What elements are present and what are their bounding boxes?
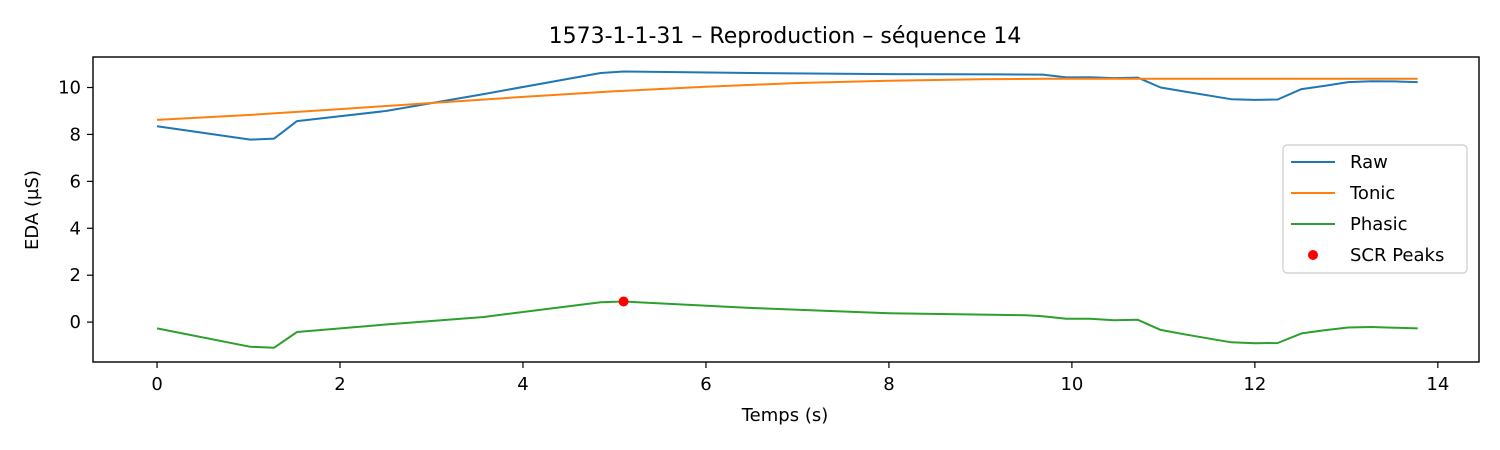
y-tick-label: 6 xyxy=(70,171,81,192)
y-tick-label: 10 xyxy=(58,78,81,99)
x-tick-label: 12 xyxy=(1243,374,1266,395)
y-tick-label: 0 xyxy=(70,312,81,333)
legend-label-tonic: Tonic xyxy=(1349,183,1395,204)
plot-area: 0 2 4 6 8 10 12 14 0 2 4 6 8 10 xyxy=(58,56,1480,395)
legend-box xyxy=(1282,144,1468,274)
scr-peaks-point xyxy=(618,296,629,307)
x-tick-label: 8 xyxy=(883,374,894,395)
x-tick-label: 0 xyxy=(151,374,162,395)
legend-label-scr-peaks: SCR Peaks xyxy=(1350,245,1444,266)
legend-marker-scr-peaks xyxy=(1308,250,1318,260)
tonic-line xyxy=(156,77,1418,121)
chart-title: 1573-1-1-31 – Reproduction – séquence 14 xyxy=(549,24,1022,49)
y-tick-label: 2 xyxy=(70,265,81,286)
axes-frame xyxy=(92,56,1480,363)
phasic-line xyxy=(156,300,1418,349)
x-tick-label: 10 xyxy=(1060,374,1083,395)
raw-line xyxy=(156,70,1418,141)
legend: Raw Tonic Phasic SCR Peaks xyxy=(1282,144,1468,274)
legend-label-raw: Raw xyxy=(1350,152,1388,173)
x-tick-label: 4 xyxy=(517,374,528,395)
y-tick-label: 4 xyxy=(70,218,81,239)
x-tick-label: 6 xyxy=(700,374,711,395)
x-axis-label: Temps (s) xyxy=(741,405,829,426)
y-axis-label: EDA (µS) xyxy=(22,170,43,250)
legend-label-phasic: Phasic xyxy=(1350,214,1408,235)
x-tick-label: 2 xyxy=(334,374,345,395)
y-tick-label: 8 xyxy=(70,124,81,145)
x-tick-label: 14 xyxy=(1426,374,1449,395)
